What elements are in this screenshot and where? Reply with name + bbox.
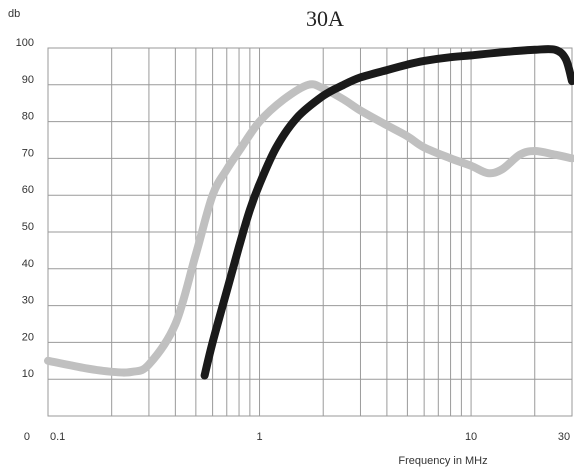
- series-line-1: [44, 80, 574, 377]
- y-tick-label: 80: [22, 111, 34, 123]
- y-tick-labels: 0 10 20 30 40 50 60 70 80 90 100: [16, 37, 34, 443]
- x-tick-label: 10: [465, 431, 477, 443]
- x-tick-label: 1: [256, 431, 262, 443]
- y-tick-label: 30: [22, 295, 34, 307]
- grid: [47, 47, 573, 417]
- y-tick-label: 50: [22, 221, 34, 233]
- x-axis-label: Frequency in MHz: [398, 455, 487, 467]
- x-tick-labels: 0.1 1 10 30: [50, 431, 570, 443]
- chart-title: 30A: [306, 6, 344, 31]
- x-tick-label: 0.1: [50, 431, 65, 443]
- series-lines: [44, 45, 574, 380]
- y-tick-label: 40: [22, 258, 34, 270]
- y-tick-label: 70: [22, 147, 34, 159]
- y-tick-label: 10: [22, 368, 34, 380]
- y-tick-label: 0: [24, 431, 30, 443]
- y-tick-label: 60: [22, 184, 34, 196]
- y-axis-label: db: [8, 8, 20, 20]
- series-line-2: [200, 45, 574, 380]
- y-tick-label: 20: [22, 331, 34, 343]
- y-tick-label: 90: [22, 74, 34, 86]
- x-tick-label: 30: [558, 431, 570, 443]
- y-tick-label: 100: [16, 37, 34, 49]
